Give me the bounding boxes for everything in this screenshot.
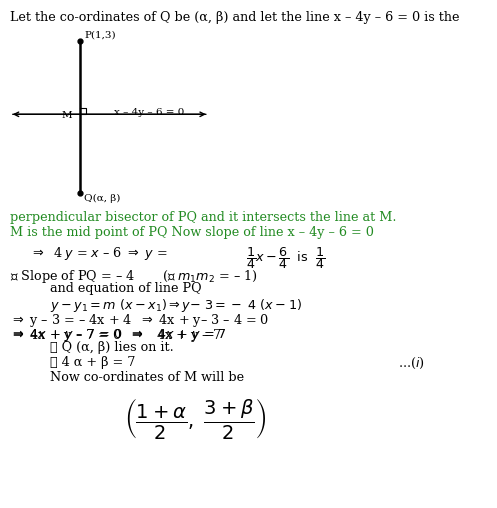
Text: Now co-ordinates of M will be: Now co-ordinates of M will be <box>50 371 244 384</box>
Text: $\left(\dfrac{1+\alpha}{2},\ \dfrac{3+\beta}{2}\right)$: $\left(\dfrac{1+\alpha}{2},\ \dfrac{3+\b… <box>124 396 266 441</box>
Text: $\Rightarrow$ 4$x$ + $y$ – 7 = 0  $\Rightarrow$   4$x$ + $y$ = 7: $\Rightarrow$ 4$x$ + $y$ – 7 = 0 $\Right… <box>10 327 227 342</box>
Text: P(1,3): P(1,3) <box>84 30 116 40</box>
Text: Q(α, β): Q(α, β) <box>84 194 121 203</box>
Text: Let the co-ordinates of Q be (α, β) and let the line x – 4y – 6 = 0 is the: Let the co-ordinates of Q be (α, β) and … <box>10 11 459 24</box>
Text: $\Rightarrow$ y – 3 = – 4x + 4  $\Rightarrow$ 4x + y– 3 – 4 = 0: $\Rightarrow$ y – 3 = – 4x + 4 $\Rightar… <box>10 312 269 329</box>
Text: ...($i$): ...($i$) <box>398 356 424 371</box>
Text: M is the mid point of PQ Now slope of line x – 4y – 6 = 0: M is the mid point of PQ Now slope of li… <box>10 226 374 239</box>
Text: $\Rightarrow$  4 $y$ = $x$ – 6 $\Rightarrow$ $y$ =: $\Rightarrow$ 4 $y$ = $x$ – 6 $\Rightarr… <box>30 245 169 262</box>
Text: perpendicular bisector of PQ and it intersects the line at M.: perpendicular bisector of PQ and it inte… <box>10 211 397 224</box>
Text: x – 4y – 6 = 0: x – 4y – 6 = 0 <box>114 108 185 117</box>
Text: ∴ Slope of PQ = – 4       (∵ $m_1m_2$ = – 1): ∴ Slope of PQ = – 4 (∵ $m_1m_2$ = – 1) <box>10 268 258 284</box>
Text: $y - y_1 = m\ (x - x_1) \Rightarrow y{-}\ 3 = -\ 4\ (x - 1)$: $y - y_1 = m\ (x - x_1) \Rightarrow y{-}… <box>50 297 302 314</box>
Text: ∵ Q (α, β) lies on it.: ∵ Q (α, β) lies on it. <box>50 341 173 355</box>
Text: ∴ 4 α + β = 7: ∴ 4 α + β = 7 <box>50 356 135 369</box>
Text: $\Rightarrow$ 4x + y – 7 = 0  $\Rightarrow$   4x + y – 7: $\Rightarrow$ 4x + y – 7 = 0 $\Rightarro… <box>10 327 221 343</box>
Text: and equation of line PQ: and equation of line PQ <box>50 282 201 296</box>
Text: $\dfrac{1}{4}$$x - \dfrac{6}{4}$  is  $\dfrac{1}{4}$: $\dfrac{1}{4}$$x - \dfrac{6}{4}$ is $\df… <box>246 245 325 271</box>
Text: M: M <box>62 111 72 120</box>
